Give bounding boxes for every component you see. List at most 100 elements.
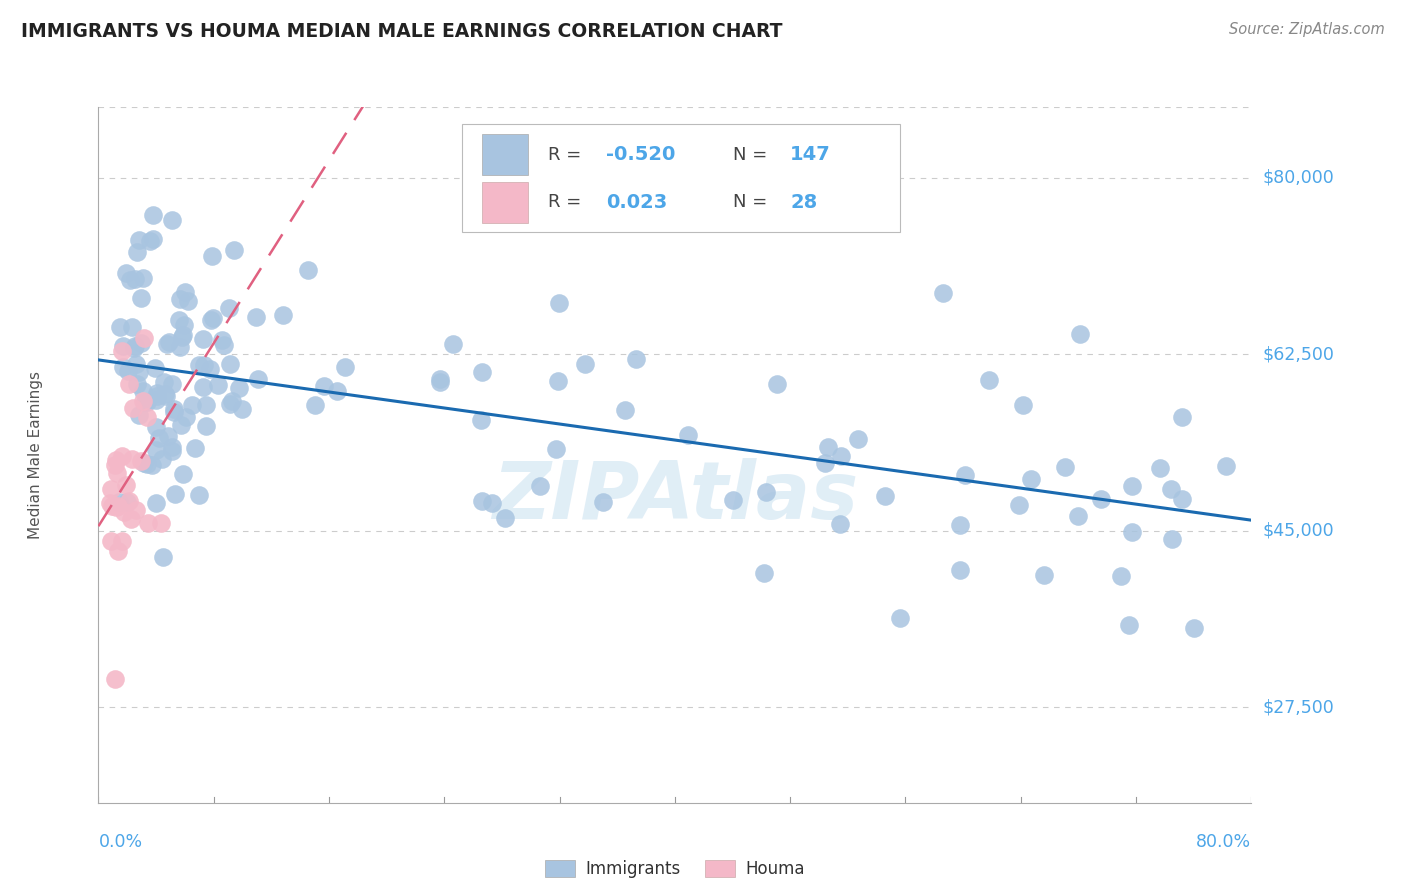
Point [889,610,911,624]
Point [766,377,789,392]
Point [1215,458,1237,473]
Point [212,337,235,351]
Point [1090,491,1112,506]
Point [247,372,270,386]
Point [125,357,148,371]
Point [111,339,134,353]
Point [1008,498,1031,512]
Point [1069,327,1091,342]
FancyBboxPatch shape [461,124,900,232]
Point [174,285,197,299]
Point [115,478,138,492]
Point [219,397,242,411]
Point [184,441,207,455]
Point [624,351,647,366]
Point [100,496,122,510]
Point [592,494,614,508]
Point [173,318,195,332]
Point [128,233,150,247]
Point [145,393,167,408]
Text: $62,500: $62,500 [1263,345,1334,363]
Point [613,403,636,417]
Text: R =: R = [548,145,588,163]
Point [111,534,134,549]
Point [193,358,215,372]
Point [218,301,240,315]
Point [129,454,152,468]
Point [128,365,150,379]
Point [145,419,167,434]
Point [932,285,955,300]
Bar [482,182,529,223]
Point [120,512,142,526]
Point [830,517,852,532]
Point [117,364,139,378]
Point [100,533,122,548]
Point [481,496,503,510]
Text: Median Male Earnings: Median Male Earnings [28,371,42,539]
Point [814,456,837,470]
Point [198,362,221,376]
Point [142,208,165,222]
Point [152,375,174,389]
Legend: Immigrants, Houma: Immigrants, Houma [538,854,811,885]
Point [271,308,294,322]
Point [105,466,128,480]
Point [1160,482,1182,496]
Point [1182,621,1205,635]
Text: R =: R = [548,193,588,211]
Point [156,429,179,443]
Point [149,516,172,530]
Point [107,544,129,558]
Text: 28: 28 [790,193,817,211]
Text: N =: N = [733,193,772,211]
Point [441,337,464,351]
Point [121,319,143,334]
Point [494,510,516,524]
Point [949,563,972,577]
Point [111,359,134,374]
Point [304,398,326,412]
Point [676,427,699,442]
Point [752,566,775,580]
Point [297,262,319,277]
Point [1033,568,1056,582]
Point [169,293,191,307]
Point [115,267,138,281]
Point [1171,409,1194,424]
Point [145,443,167,458]
Point [127,245,149,260]
Point [169,340,191,354]
Point [129,335,152,350]
Point [122,401,145,416]
Text: ZIPAtlas: ZIPAtlas [492,458,858,536]
Point [132,331,155,345]
Point [104,453,127,467]
Point [129,291,152,305]
Point [1109,569,1132,583]
Point [1019,472,1042,486]
Bar [482,134,529,175]
Point [104,673,127,687]
Text: IMMIGRANTS VS HOUMA MEDIAN MALE EARNINGS CORRELATION CHART: IMMIGRANTS VS HOUMA MEDIAN MALE EARNINGS… [21,22,783,41]
Point [471,365,494,379]
Point [529,479,551,493]
Point [132,394,155,409]
Point [136,395,159,409]
Point [187,359,209,373]
Point [231,402,253,417]
Point [333,360,356,375]
Point [136,409,159,424]
Point [132,384,155,399]
Point [544,442,567,456]
Point [953,467,976,482]
Text: $80,000: $80,000 [1263,169,1334,186]
Point [221,394,243,409]
Point [125,502,148,516]
Point [105,500,128,514]
Point [207,378,229,392]
Text: -0.520: -0.520 [606,145,675,164]
Point [194,398,217,412]
Point [165,487,187,501]
Point [245,310,267,325]
